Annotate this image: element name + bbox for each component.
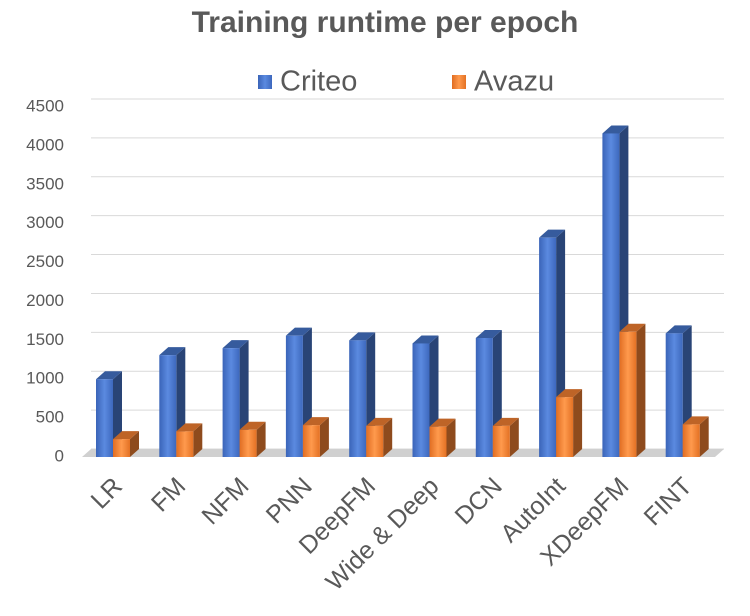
- bar-top: [113, 431, 139, 440]
- legend-label: Avazu: [474, 66, 554, 98]
- bar: [176, 431, 194, 457]
- x-tick-label: NFM: [196, 472, 254, 530]
- bar: [239, 429, 257, 457]
- bar: [539, 237, 557, 457]
- y-tick-label: 2000: [26, 291, 64, 310]
- y-tick-label: 3500: [26, 174, 64, 193]
- bar-top: [475, 330, 502, 338]
- bar-top: [159, 347, 186, 356]
- bar-top: [412, 335, 439, 344]
- bar-side: [383, 417, 393, 457]
- bar: [159, 355, 177, 457]
- bar: [475, 338, 493, 457]
- bar-top: [539, 229, 566, 238]
- x-tick-label: LR: [86, 472, 128, 514]
- bar-top: [619, 323, 646, 332]
- bar-side: [130, 431, 139, 457]
- bar-side: [256, 421, 266, 457]
- bar-top: [176, 423, 203, 432]
- x-tick-label: FINT: [639, 472, 698, 531]
- x-tick-label: Wide & Deep: [320, 472, 444, 596]
- y-tick-label: 1000: [26, 369, 64, 388]
- bar: [366, 425, 384, 457]
- legend-swatch: [258, 75, 272, 89]
- bar-side: [509, 417, 519, 457]
- y-tick-label: 4500: [26, 96, 64, 115]
- bar: [412, 343, 430, 457]
- bar-top: [222, 340, 249, 349]
- bar: [96, 379, 113, 457]
- bar: [665, 333, 683, 457]
- bar-side: [636, 323, 646, 457]
- bar-top: [602, 125, 629, 134]
- bar-top: [492, 417, 519, 426]
- bar: [113, 439, 130, 457]
- legend-label: Criteo: [280, 66, 357, 98]
- y-tick-label: 3000: [26, 213, 64, 232]
- bar: [619, 331, 637, 457]
- bar: [602, 133, 620, 457]
- y-tick-label: 2500: [26, 252, 64, 271]
- bar: [556, 397, 574, 457]
- bar: [682, 424, 700, 457]
- bar: [222, 348, 240, 457]
- x-tick-label: PNN: [261, 472, 318, 529]
- bar-top: [302, 417, 329, 426]
- y-tick-label: 4000: [26, 135, 64, 154]
- x-tick-label: DCN: [450, 472, 508, 530]
- x-tick-label: FM: [146, 472, 191, 517]
- bar-side: [573, 389, 583, 457]
- bar-top: [285, 327, 312, 336]
- bar: [349, 340, 367, 457]
- legend-swatch: [452, 75, 466, 89]
- bar-top: [682, 416, 709, 425]
- bar-side: [319, 417, 329, 457]
- bar-top: [96, 371, 122, 380]
- bar: [285, 335, 303, 457]
- bar-top: [239, 421, 266, 430]
- bar-side: [699, 416, 709, 457]
- bar-top: [556, 389, 583, 398]
- bar: [429, 426, 447, 457]
- bar: [492, 425, 510, 457]
- bar-side: [446, 418, 456, 457]
- bar-top: [665, 325, 692, 334]
- chart-title: Training runtime per epoch: [192, 6, 579, 39]
- bar-top: [429, 418, 456, 427]
- legend: Criteo Avazu: [258, 66, 554, 98]
- bar-top: [349, 332, 376, 341]
- bar-side: [193, 423, 203, 457]
- y-tick-label: 1500: [26, 330, 64, 349]
- bar-top: [366, 417, 393, 426]
- y-tick-label: 500: [36, 408, 64, 427]
- bar: [302, 425, 320, 457]
- y-tick-label: 0: [55, 446, 64, 465]
